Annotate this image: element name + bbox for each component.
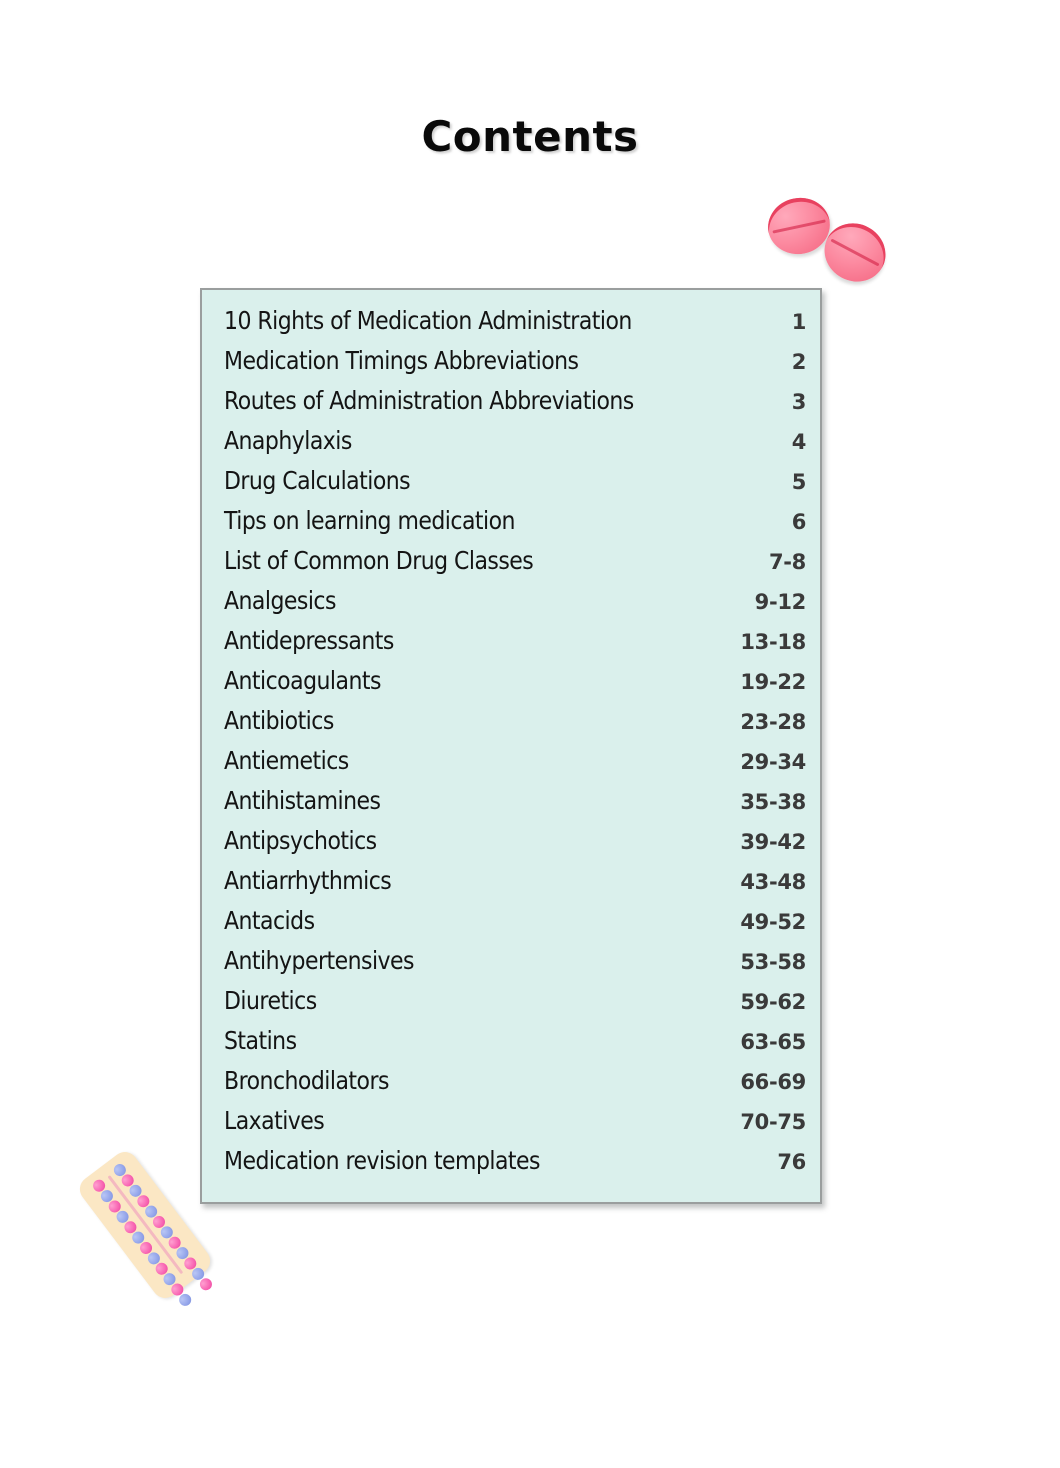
toc-entry-page-number: 76 — [777, 1150, 806, 1174]
toc-entry-title: Statins — [224, 1026, 297, 1055]
toc-entry-title: Antihypertensives — [224, 946, 414, 975]
toc-entry-title: Antipsychotics — [224, 826, 377, 855]
toc-row[interactable]: Antacids 49-52 — [224, 906, 806, 946]
toc-entry-page-number: 3 — [791, 390, 807, 414]
toc-entry-page-number: 35-38 — [740, 790, 806, 814]
toc-entry-title: Drug Calculations — [224, 466, 411, 495]
toc-row[interactable]: Laxatives 70-75 — [224, 1106, 806, 1146]
toc-row[interactable]: Antihistamines 35-38 — [224, 786, 806, 826]
toc-entry-page-number: 59-62 — [740, 990, 806, 1014]
toc-row[interactable]: Antipsychotics 39-42 — [224, 826, 806, 866]
toc-row[interactable]: 10 Rights of Medication Administration 1 — [224, 306, 806, 346]
toc-entry-page-number: 1 — [791, 310, 807, 334]
toc-entry-title: Medication revision templates — [224, 1146, 541, 1175]
toc-entry-title: Antiarrhythmics — [224, 866, 392, 895]
toc-entry-title: Antihistamines — [224, 786, 381, 815]
toc-entry-page-number: 53-58 — [740, 950, 806, 974]
toc-entry-page-number: 70-75 — [740, 1110, 806, 1134]
toc-list: 10 Rights of Medication Administration 1 M… — [202, 290, 820, 1202]
toc-row[interactable]: Diuretics 59-62 — [224, 986, 806, 1026]
toc-row[interactable]: Anticoagulants 19-22 — [224, 666, 806, 706]
toc-entry-title: Anticoagulants — [224, 666, 381, 695]
toc-row[interactable]: Antiemetics 29-34 — [224, 746, 806, 786]
toc-entry-title: List of Common Drug Classes — [224, 546, 534, 575]
toc-entry-page-number: 6 — [791, 510, 807, 534]
toc-entry-page-number: 19-22 — [740, 670, 806, 694]
toc-row[interactable]: Antibiotics 23-28 — [224, 706, 806, 746]
toc-entry-title: Laxatives — [224, 1106, 325, 1135]
toc-row[interactable]: Statins 63-65 — [224, 1026, 806, 1066]
toc-entry-title: Medication Timings Abbreviations — [224, 346, 579, 375]
toc-row[interactable]: Tips on learning medication 6 — [224, 506, 806, 546]
toc-row[interactable]: Medication Timings Abbreviations 2 — [224, 346, 806, 386]
toc-entry-title: Anaphylaxis — [224, 426, 352, 455]
toc-row[interactable]: Medication revision templates 76 — [224, 1146, 806, 1186]
toc-entry-page-number: 49-52 — [740, 910, 806, 934]
toc-row[interactable]: Antiarrhythmics 43-48 — [224, 866, 806, 906]
toc-entry-page-number: 39-42 — [740, 830, 806, 854]
toc-entry-title: Bronchodilators — [224, 1066, 389, 1095]
toc-row[interactable]: Antihypertensives 53-58 — [224, 946, 806, 986]
toc-entry-page-number: 9-12 — [754, 590, 807, 614]
toc-entry-title: Antacids — [224, 906, 315, 935]
toc-entry-page-number: 4 — [791, 430, 807, 454]
toc-entry-title: Tips on learning medication — [224, 506, 515, 535]
contents-box: 10 Rights of Medication Administration 1 M… — [200, 288, 822, 1204]
toc-row[interactable]: Routes of Administration Abbreviations 3 — [224, 386, 806, 426]
toc-row[interactable]: Bronchodilators 66-69 — [224, 1066, 806, 1106]
blister-pack-icon — [74, 1146, 216, 1309]
toc-entry-title: Analgesics — [224, 586, 336, 615]
toc-entry-title: 10 Rights of Medication Administration — [224, 306, 632, 335]
toc-row[interactable]: Analgesics 9-12 — [224, 586, 806, 626]
toc-entry-title: Antibiotics — [224, 706, 334, 735]
toc-entry-title: Routes of Administration Abbreviations — [224, 386, 634, 415]
toc-entry-title: Diuretics — [224, 986, 317, 1015]
toc-entry-page-number: 29-34 — [740, 750, 806, 774]
toc-entry-title: Antidepressants — [224, 626, 394, 655]
toc-row[interactable]: Anaphylaxis 4 — [224, 426, 806, 466]
toc-entry-page-number: 2 — [791, 350, 807, 374]
toc-entry-page-number: 13-18 — [740, 630, 806, 654]
toc-entry-page-number: 66-69 — [740, 1070, 806, 1094]
toc-entry-page-number: 5 — [791, 470, 807, 494]
toc-row[interactable]: Antidepressants 13-18 — [224, 626, 806, 666]
page-title: Contents — [421, 112, 639, 161]
toc-entry-page-number: 43-48 — [740, 870, 806, 894]
toc-entry-title: Antiemetics — [224, 746, 349, 775]
toc-entry-page-number: 7-8 — [768, 550, 806, 574]
toc-row[interactable]: List of Common Drug Classes 7-8 — [224, 546, 806, 586]
toc-row[interactable]: Drug Calculations 5 — [224, 466, 806, 506]
toc-entry-page-number: 63-65 — [740, 1030, 806, 1054]
toc-entry-page-number: 23-28 — [740, 710, 806, 734]
